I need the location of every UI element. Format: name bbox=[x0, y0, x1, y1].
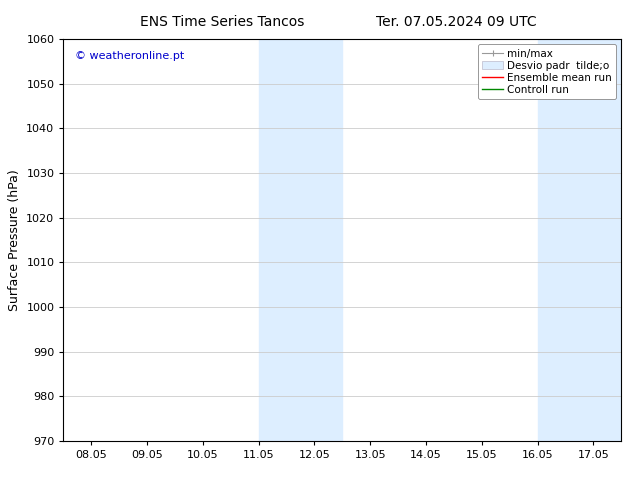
Text: © weatheronline.pt: © weatheronline.pt bbox=[75, 51, 184, 61]
Legend: min/max, Desvio padr  tilde;o, Ensemble mean run, Controll run: min/max, Desvio padr tilde;o, Ensemble m… bbox=[478, 45, 616, 99]
Bar bbox=[538, 39, 621, 441]
Text: Ter. 07.05.2024 09 UTC: Ter. 07.05.2024 09 UTC bbox=[376, 15, 537, 29]
Text: ENS Time Series Tancos: ENS Time Series Tancos bbox=[139, 15, 304, 29]
Y-axis label: Surface Pressure (hPa): Surface Pressure (hPa) bbox=[8, 169, 21, 311]
Bar bbox=[259, 39, 342, 441]
